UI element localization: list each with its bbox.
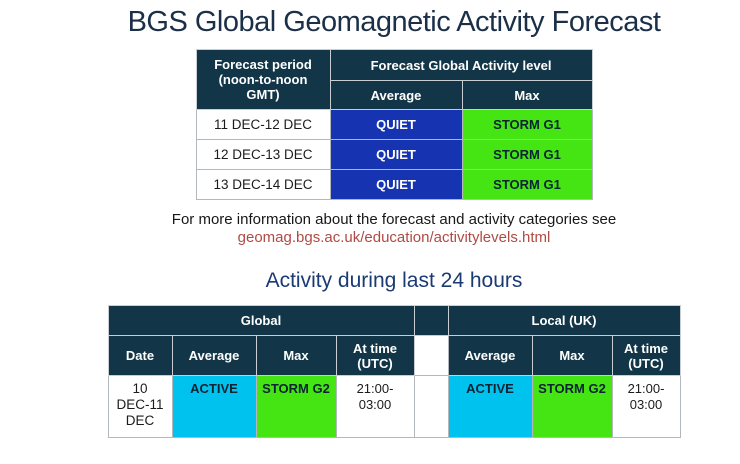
forecast-row: 12 DEC-13 DEC QUIET STORM G1 <box>195 139 593 170</box>
global-average-header: Average <box>171 335 257 376</box>
global-average-cell: ACTIVE <box>171 375 257 438</box>
info-text: For more information about the forecast … <box>171 211 617 228</box>
forecast-average-cell: QUIET <box>329 109 463 140</box>
local-average-header: Average <box>447 335 533 376</box>
forecast-period-cell: 12 DEC-13 DEC <box>195 139 331 170</box>
local-max-header: Max <box>531 335 613 376</box>
global-max-cell: STORM G2 <box>255 375 337 438</box>
forecast-table: Forecast period (noon-to-noon GMT) Forec… <box>195 49 593 200</box>
forecast-max-header: Max <box>461 80 593 110</box>
forecast-max-cell: STORM G1 <box>461 139 593 170</box>
forecast-max-cell: STORM G1 <box>461 169 593 200</box>
forecast-row: 13 DEC-14 DEC QUIET STORM G1 <box>195 169 593 200</box>
local-section-header: Local (UK) <box>447 305 681 336</box>
last24-heading: Activity during last 24 hours <box>265 269 523 292</box>
local-attime-cell: 21:00- 03:00 <box>611 375 681 438</box>
forecast-average-cell: QUIET <box>329 139 463 170</box>
forecast-period-cell: 11 DEC-12 DEC <box>195 109 331 140</box>
activity-levels-link[interactable]: geomag.bgs.ac.uk/education/activitylevel… <box>237 229 551 246</box>
gap-cell <box>413 375 449 438</box>
last24-row: 10 DEC-11 DEC ACTIVE STORM G2 21:00- 03:… <box>107 375 681 438</box>
local-average-cell: ACTIVE <box>447 375 533 438</box>
gap-cell <box>413 335 449 376</box>
local-attime-header: At time (UTC) <box>611 335 681 376</box>
forecast-period-cell: 13 DEC-14 DEC <box>195 169 331 200</box>
global-attime-header: At time (UTC) <box>335 335 415 376</box>
forecast-average-cell: QUIET <box>329 169 463 200</box>
forecast-period-header: Forecast period (noon-to-noon GMT) <box>195 49 331 110</box>
page-title: BGS Global Geomagnetic Activity Forecast <box>127 6 661 38</box>
global-section-header: Global <box>107 305 415 336</box>
last24-table: Global Local (UK) Date Average Max At ti… <box>107 305 681 438</box>
global-max-header: Max <box>255 335 337 376</box>
forecast-row: 11 DEC-12 DEC QUIET STORM G1 <box>195 109 593 140</box>
global-attime-cell: 21:00- 03:00 <box>335 375 415 438</box>
local-max-cell: STORM G2 <box>531 375 613 438</box>
info-block: For more information about the forecast … <box>0 211 740 247</box>
page-wrapper: BGS Global Geomagnetic Activity Forecast… <box>0 5 740 438</box>
date-cell: 10 DEC-11 DEC <box>107 375 173 438</box>
header-gap-cell <box>413 305 449 336</box>
date-header: Date <box>107 335 173 376</box>
forecast-average-header: Average <box>329 80 463 110</box>
forecast-activity-header: Forecast Global Activity level <box>329 49 593 81</box>
forecast-max-cell: STORM G1 <box>461 109 593 140</box>
